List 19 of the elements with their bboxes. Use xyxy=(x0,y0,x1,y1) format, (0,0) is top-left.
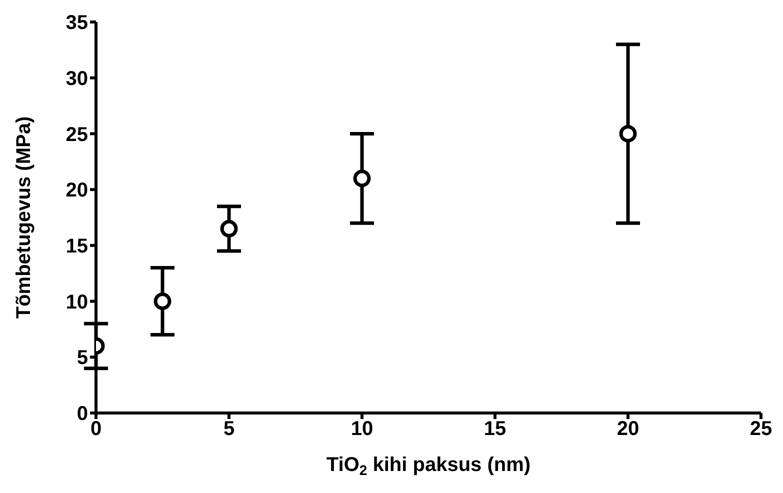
y-tick-label: 35 xyxy=(66,12,88,34)
x-tick-label: 15 xyxy=(484,418,506,440)
point xyxy=(220,220,238,238)
x-tick-label: 10 xyxy=(350,418,374,440)
point xyxy=(154,292,172,310)
y-tick-label: 25 xyxy=(66,124,88,146)
y-tick-label: 5 xyxy=(76,347,88,370)
x-tick-label: 25 xyxy=(750,418,772,440)
x-tick-label: 5 xyxy=(223,418,235,440)
y-tick-label: 10 xyxy=(66,291,88,314)
x-axis-title: TiO$_{2}$ kihi paksus (nm) xyxy=(326,454,531,478)
y-axis-title: Tõmbetugevus (MPa) xyxy=(13,116,35,319)
point xyxy=(353,170,371,188)
y-tick-label: 20 xyxy=(66,180,88,202)
y-tick-label: 0 xyxy=(76,403,88,426)
x-tick-label: 20 xyxy=(616,418,640,440)
y-tick-label: 30 xyxy=(66,68,88,90)
point xyxy=(619,124,637,142)
y-tick-label: 15 xyxy=(66,236,88,258)
